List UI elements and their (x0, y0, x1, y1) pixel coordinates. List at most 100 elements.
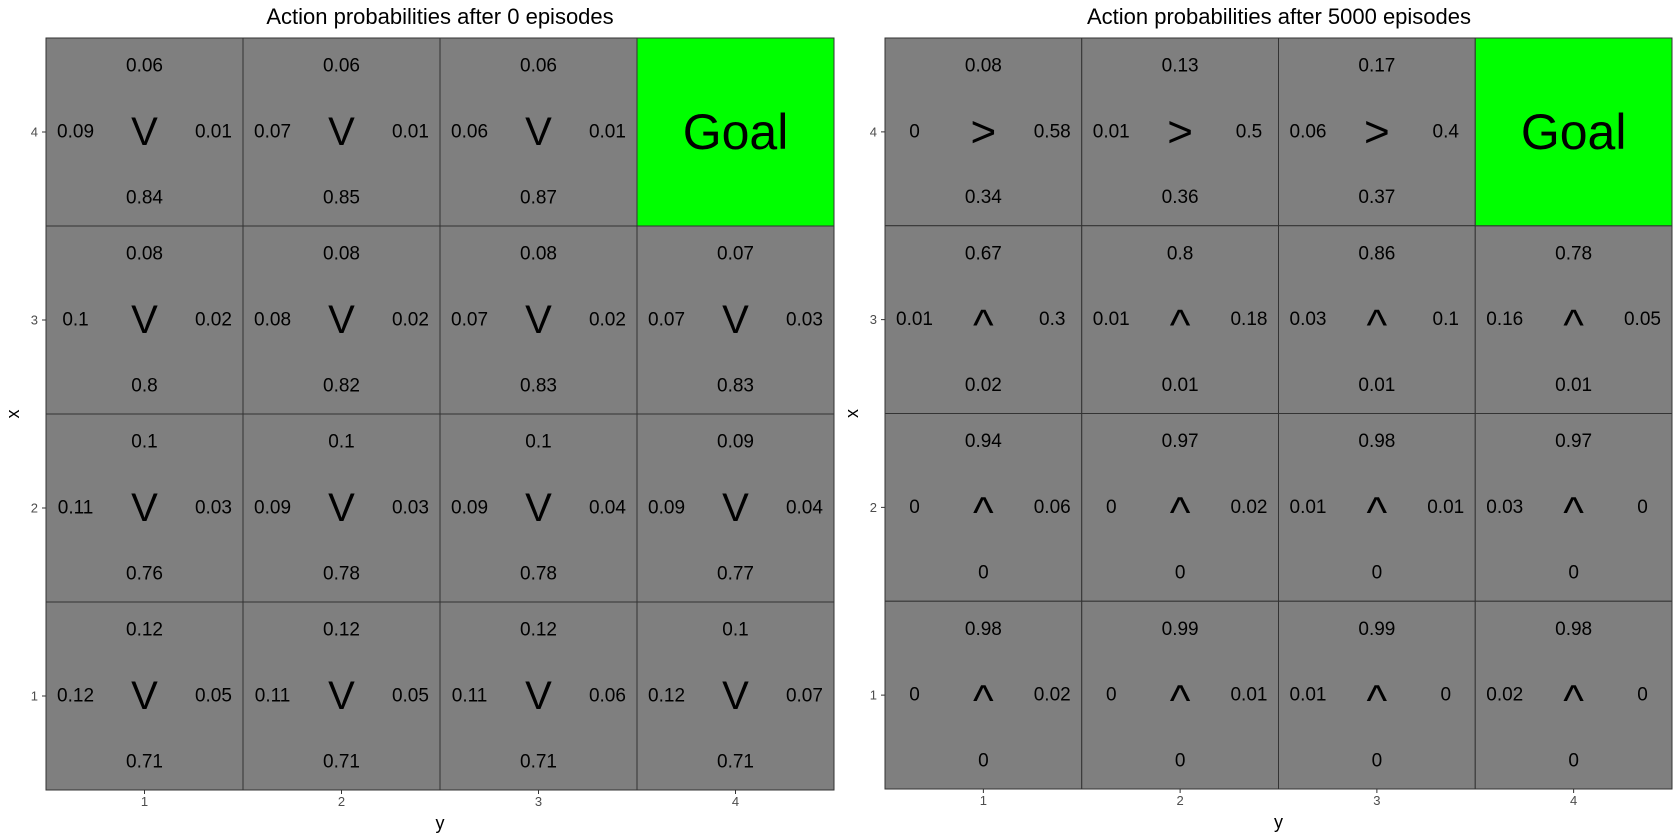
left-cell-left-prob: 0.1 (62, 310, 88, 331)
right-cell-rect (1278, 37, 1476, 227)
right-cell-rect (1081, 413, 1279, 602)
left-cell-up-prob: 0.1 (525, 432, 551, 453)
left-cell: 0.07 0.83 0.07 0.03 V (636, 225, 835, 415)
left-cell-policy-arrow: V (328, 298, 355, 342)
left-cell-left-prob: 0.08 (254, 310, 291, 331)
left-goal-rect (636, 37, 835, 227)
right-cell-down-prob: 0.36 (1162, 187, 1199, 208)
right-cell-right-prob: 0.1 (1433, 309, 1459, 330)
right-chart-title: Action probabilities after 5000 episodes (1087, 4, 1471, 29)
left-cell-left-prob: 0.07 (648, 310, 685, 331)
left-cell-rect (636, 601, 835, 791)
left-cell-policy-arrow: V (525, 674, 552, 718)
right-cell-policy-arrow: > (1167, 107, 1193, 156)
right-cell-up-prob: 0.08 (965, 56, 1002, 77)
right-cell-down-prob: 0 (1568, 750, 1579, 771)
right-cell: 0.98 0 0.02 0 ^ (1474, 600, 1673, 790)
left-x-tick-label: 1 (141, 794, 148, 809)
right-cell-right-prob: 0.05 (1624, 309, 1661, 330)
left-cell: 0.09 0.77 0.09 0.04 V (636, 413, 835, 603)
right-cell-right-prob: 0.3 (1039, 309, 1065, 330)
right-x-tick-label: 4 (1570, 793, 1577, 808)
right-cell-right-prob: 0.01 (1230, 685, 1267, 706)
left-cell-policy-arrow: V (328, 674, 355, 718)
panel-right: 0.080.340 0.58>0.130.360.01 0.5>0.170.370.… (842, 4, 1673, 832)
left-goal-cell: Goal (636, 37, 835, 227)
left-cell-down-prob: 0.83 (717, 375, 754, 396)
left-cell-rect (45, 37, 244, 227)
left-cell-right-prob: 0.02 (392, 310, 429, 331)
right-cell-left-prob: 0.01 (896, 309, 933, 330)
right-goal-label: Goal (1521, 104, 1627, 160)
right-cell-left-prob: 0.03 (1290, 309, 1327, 330)
right-cell-up-prob: 0.99 (1162, 619, 1199, 640)
right-cell-right-prob: 0 (1440, 685, 1451, 706)
right-cell-down-prob: 0.01 (1162, 375, 1199, 396)
right-cell-right-prob: 0.02 (1034, 685, 1071, 706)
right-y-tick-label: 4 (870, 124, 877, 139)
left-cell-rect (636, 413, 835, 603)
left-cell-up-prob: 0.12 (520, 620, 557, 641)
right-y-tick-label: 3 (870, 312, 877, 327)
right-cell-rect (884, 37, 1083, 227)
left-cell-right-prob: 0.04 (589, 498, 626, 519)
right-cell-up-prob: 0.86 (1358, 243, 1395, 264)
left-cell-down-prob: 0.82 (323, 375, 360, 396)
left-cell-left-prob: 0.09 (451, 498, 488, 519)
left-cell: 0.06 0.85 0.07 0.01 V (242, 37, 441, 227)
left-x-axis: 1 2 3 4 (141, 790, 739, 809)
left-cell-left-prob: 0.09 (254, 498, 291, 519)
left-cell-right-prob: 0.02 (589, 310, 626, 331)
right-y-axis-label: x (842, 409, 862, 418)
left-cell-up-prob: 0.08 (520, 244, 557, 265)
right-cell-policy-arrow: ^ (1170, 489, 1191, 538)
right-cell-down-prob: 0.02 (965, 375, 1002, 396)
left-cell-right-prob: 0.03 (786, 310, 823, 331)
left-cell-rect (439, 225, 638, 415)
left-cell-right-prob: 0.01 (392, 122, 429, 143)
right-cell-left-prob: 0.02 (1486, 685, 1523, 706)
right-cell-rect (1081, 37, 1279, 227)
right-cell-rect (1278, 225, 1476, 414)
right-cell-left-prob: 0.06 (1290, 121, 1327, 142)
right-cell-down-prob: 0.37 (1358, 187, 1395, 208)
right-cell: 0.78 0.01 0.16 0.05 ^ (1474, 225, 1673, 414)
right-cell-policy-arrow: ^ (973, 676, 994, 725)
right-cell: 0.67 0.02 0.01 0.3 ^ (884, 225, 1083, 414)
left-cell-rect (242, 37, 441, 227)
left-y-tick-label: 1 (31, 689, 38, 704)
right-cell-right-prob: 0.18 (1230, 309, 1267, 330)
right-cell-policy-arrow: ^ (1367, 301, 1388, 350)
right-cell-up-prob: 0.98 (1358, 431, 1395, 452)
right-cell-down-prob: 0 (1372, 750, 1383, 771)
left-cell-up-prob: 0.06 (126, 56, 163, 77)
left-cell-left-prob: 0.06 (451, 122, 488, 143)
left-cell-left-prob: 0.11 (58, 498, 94, 519)
left-cell-rect (636, 225, 835, 415)
left-cell-policy-arrow: V (525, 110, 552, 154)
right-cell-policy-arrow: ^ (1170, 301, 1191, 350)
left-x-tick-label: 2 (338, 794, 345, 809)
left-cell-policy-arrow: V (722, 298, 749, 342)
left-x-tick-label: 4 (732, 794, 739, 809)
right-y-tick-label: 1 (870, 688, 877, 703)
left-cell-left-prob: 0.07 (451, 310, 488, 331)
left-cell-down-prob: 0.76 (126, 563, 163, 584)
right-cell-up-prob: 0.13 (1162, 56, 1199, 77)
left-cell: 0.1 0.78 0.09 0.04 V (439, 413, 638, 603)
right-cell-policy-arrow: ^ (1170, 676, 1191, 725)
left-cell: 0.1 0.71 0.12 0.07 V (636, 601, 835, 791)
left-cell: 0.08 0.83 0.07 0.02 V (439, 225, 638, 415)
right-cell: 0.99 0 0.01 0 ^ (1278, 600, 1476, 790)
left-cell: 0.12 0.71 0.11 0.05 V (242, 601, 441, 791)
left-cell: 0.1 0.76 0.11 0.03 V (45, 413, 244, 603)
left-cell-policy-arrow: V (131, 110, 158, 154)
left-cell-left-prob: 0.12 (57, 686, 94, 707)
right-cell-right-prob: 0.01 (1427, 497, 1464, 518)
right-cell-up-prob: 0.78 (1555, 243, 1592, 264)
right-cell-rect (1278, 413, 1476, 602)
left-cell-policy-arrow: V (131, 298, 158, 342)
left-cell-rect (242, 601, 441, 791)
